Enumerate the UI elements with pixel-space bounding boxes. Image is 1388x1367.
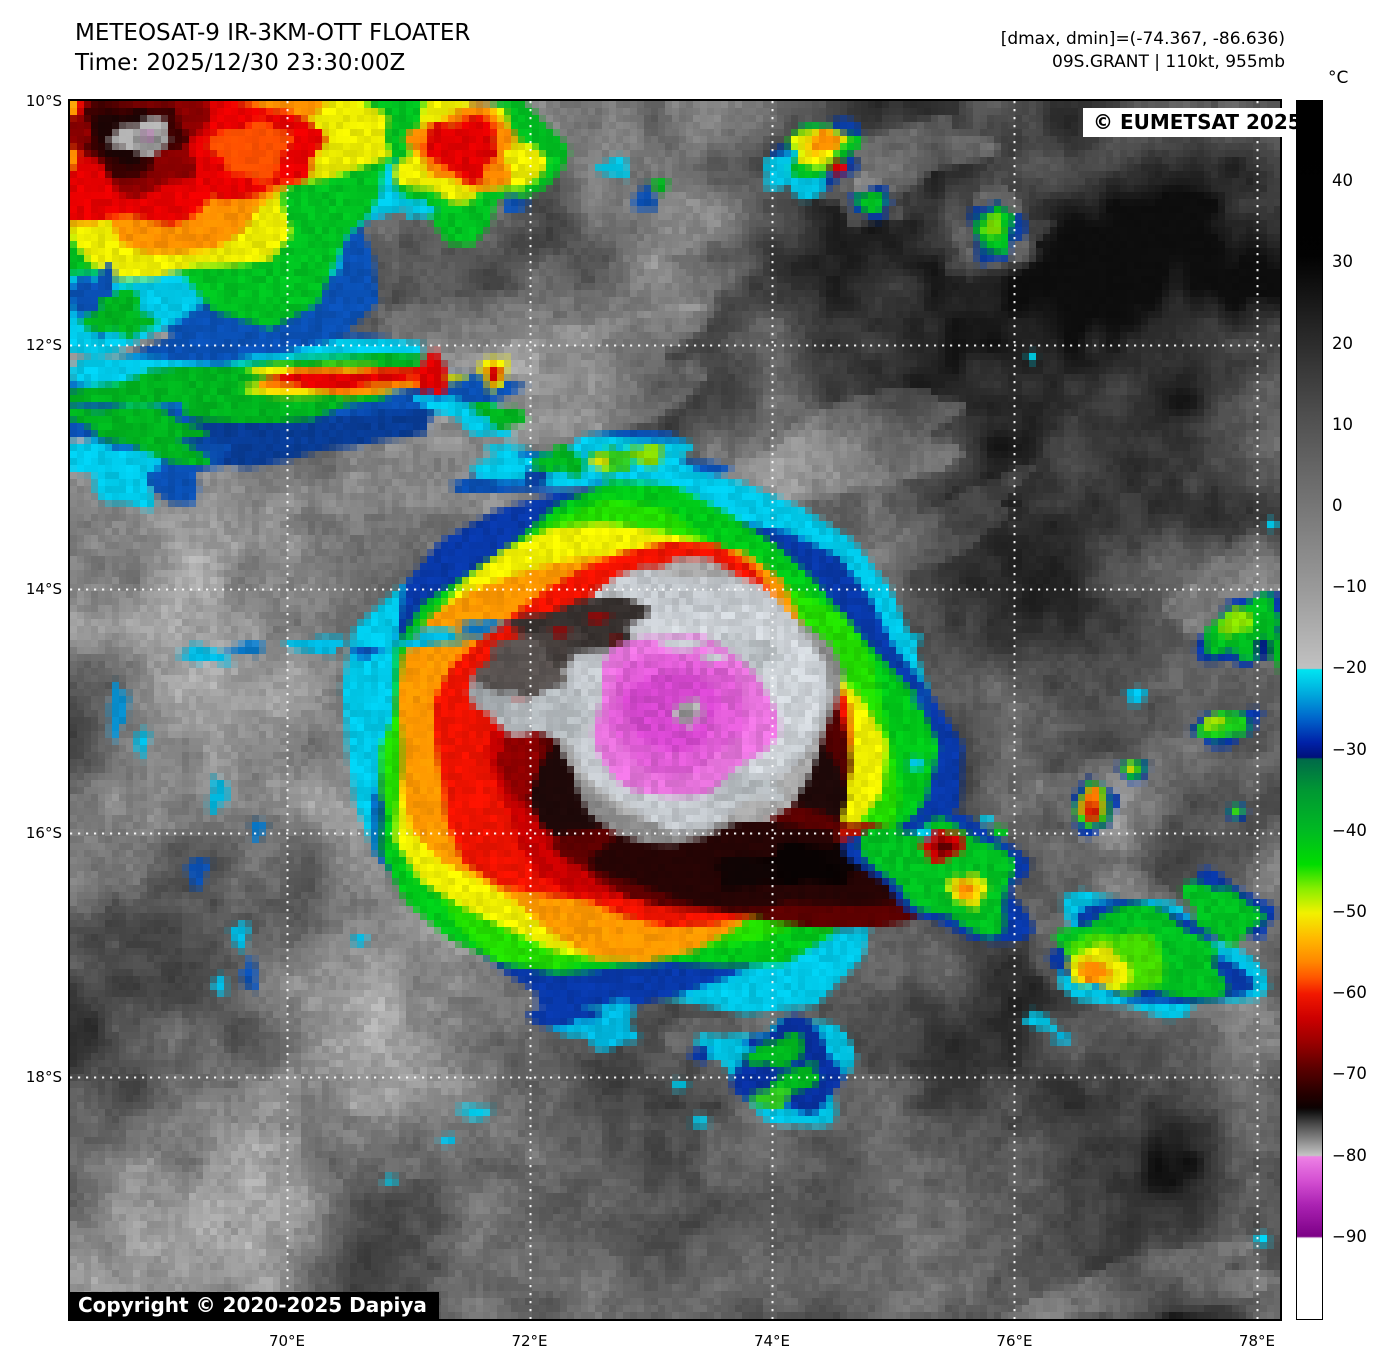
colorbar-tick--40: −40 [1332,820,1367,840]
colorbar-gradient [1297,101,1322,1319]
lat-label-12S: 12°S [25,336,62,355]
dmax-dmin-readout: [dmax, dmin]=(-74.367, -86.636) [1000,29,1285,49]
lon-label-70E: 70°E [268,1332,306,1350]
title-block: METEOSAT-9 IR-3KM-OTT FLOATER Time: 2025… [75,18,470,78]
lon-label-72E: 72°E [511,1332,548,1350]
colorbar-tick-20: 20 [1332,333,1353,353]
colorbar-tick--30: −30 [1332,739,1367,759]
lon-label-78E: 78°E [1238,1332,1275,1350]
product-title: METEOSAT-9 IR-3KM-OTT FLOATER [75,20,471,46]
colorbar-tick--50: −50 [1332,902,1367,921]
lon-label-76E: 76°E [996,1332,1033,1350]
temperature-colorbar [1296,100,1323,1320]
dapiya-copyright-overlay: Copyright © 2020-2025 Dapiya [70,1292,439,1321]
map-plot: © EUMETSAT 2025 Copyright © 2020-2025 Da… [68,99,1312,1321]
lat-label-18S: 18°S [25,1068,62,1087]
info-block: [dmax, dmin]=(-74.367, -86.636) 09S.GRAN… [1001,28,1285,74]
colorbar-tick-40: 40 [1332,171,1353,191]
eumetsat-credit-overlay: © EUMETSAT 2025 [1083,108,1312,137]
colorbar-tick-30: 30 [1332,252,1353,272]
colorbar-tick--70: −70 [1332,1064,1367,1084]
colorbar-tick--10: −10 [1332,577,1367,597]
colorbar-tick--60: −60 [1332,983,1367,1003]
colorbar-tick-10: 10 [1332,414,1353,434]
lat-label-14S: 14°S [25,580,62,599]
colorbar-tick--80: −80 [1332,1145,1367,1165]
colorbar-tick--20: −20 [1332,658,1367,678]
lat-label-10S: 10°S [25,92,62,110]
colorbar-tick-0: 0 [1332,496,1343,515]
product-time: Time: 2025/12/30 23:30:00Z [75,50,406,76]
satellite-image-canvas [70,101,1280,1319]
lon-label-74E: 74°E [753,1332,791,1350]
lat-label-16S: 16°S [25,824,62,843]
colorbar-unit-label: °C [1328,68,1349,88]
storm-intensity-readout: 09S.GRANT | 110kt, 955mb [1052,52,1285,72]
colorbar-tick--90: −90 [1332,1226,1367,1246]
